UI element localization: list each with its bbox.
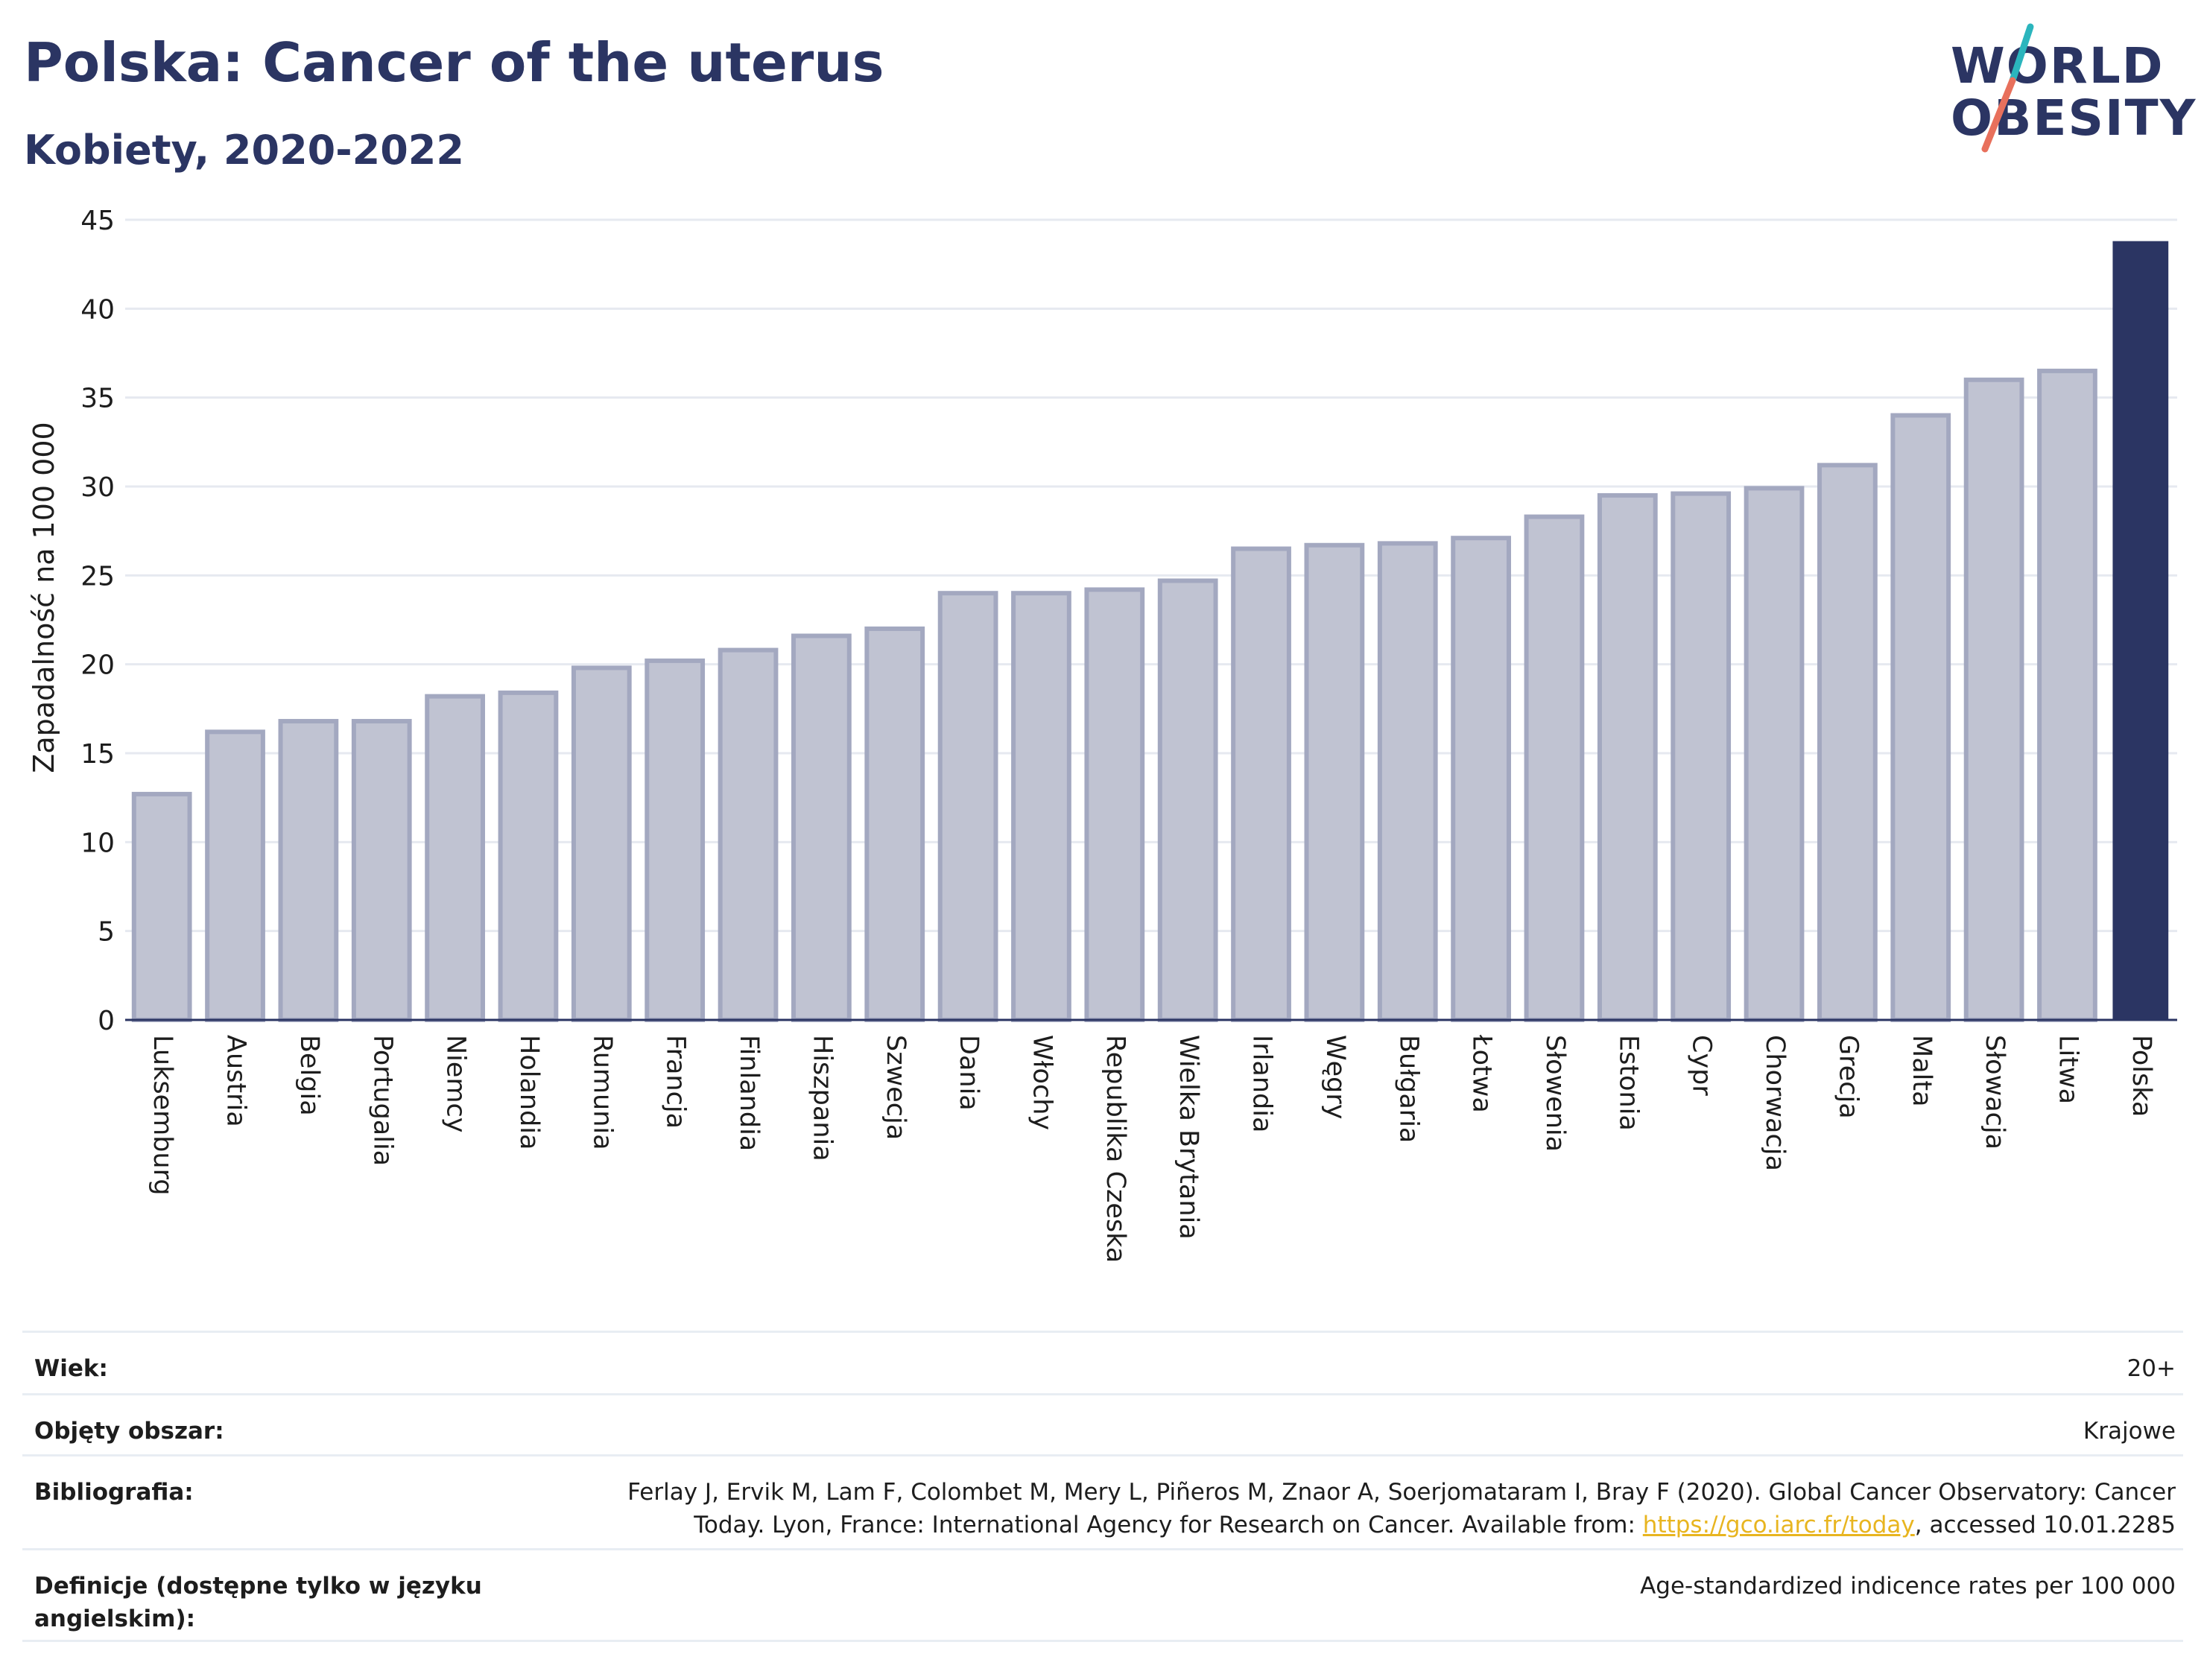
bar-wielka-brytania <box>1157 578 1218 1022</box>
y-tick-label: 5 <box>98 917 115 948</box>
info-label-area: Objęty obszar: <box>34 1418 224 1445</box>
x-tick-label: Słowenia <box>1540 1035 1570 1152</box>
x-tick-label: Malta <box>1907 1035 1937 1107</box>
x-tick-label: Chorwacja <box>1760 1035 1790 1171</box>
bar-szwecja <box>864 626 925 1022</box>
bar-belgia <box>278 719 339 1022</box>
bar-łotwa <box>1451 536 1511 1023</box>
bar-austria <box>205 729 265 1022</box>
x-tick-label: Portugalia <box>367 1035 397 1166</box>
bar-hiszpania <box>791 633 852 1022</box>
info-label-bibliography: Bibliografia: <box>34 1479 194 1506</box>
x-tick-label: Grecja <box>1833 1035 1863 1119</box>
bar-portugalia <box>351 719 412 1022</box>
bar-luksemburg <box>131 791 192 1022</box>
bar-rumunia <box>571 665 632 1022</box>
x-tick-label: Holandia <box>514 1035 544 1150</box>
x-tick-label: Finlandia <box>734 1035 764 1151</box>
chart-title: Polska: Cancer of the uterus <box>24 31 884 94</box>
x-tick-label: Litwa <box>2053 1035 2083 1104</box>
info-value-definitions: Age-standardized indicence rates per 100… <box>1640 1573 2176 1600</box>
info-value-bibliography: Ferlay J, Ervik M, Lam F, Colombet M, Me… <box>627 1476 2176 1541</box>
bar-republika-czeska <box>1084 587 1145 1022</box>
bar-bułgaria <box>1377 541 1438 1022</box>
bars <box>131 241 2169 1023</box>
info-label-definitions: Definicje (dostępne tylko w języku angie… <box>34 1573 482 1632</box>
bar-niemcy <box>425 694 485 1022</box>
bibliography-link[interactable]: https://gco.iarc.fr/today <box>1642 1512 1915 1538</box>
y-tick-label: 15 <box>80 739 115 770</box>
x-tick-label: Polska <box>2127 1035 2156 1117</box>
x-tick-label: Łotwa <box>1467 1034 1497 1113</box>
info-row-age: Wiek: 20+ <box>22 1331 2183 1393</box>
x-tick-label: Luksemburg <box>148 1035 177 1196</box>
x-tick-label: Cypr <box>1687 1035 1717 1096</box>
bar-chart: 0 5 10 15 20 25 30 35 40 45 Luksemburg Austria Belg… <box>28 206 2177 1263</box>
bar-grecja <box>1817 463 1878 1022</box>
y-tick-label: 40 <box>80 294 115 325</box>
info-row-definitions: Definicje (dostępne tylko w języku angie… <box>22 1548 2183 1642</box>
bibliography-line-2-suffix: , accessed 10.01.2285 <box>1914 1512 2176 1538</box>
y-tick-label: 10 <box>80 828 115 858</box>
bar-dania <box>937 591 998 1022</box>
world-obesity-logo: WORLD OBESITY <box>1937 21 2195 155</box>
y-axis-ticks: 0 5 10 15 20 25 30 35 40 45 <box>80 206 115 1036</box>
x-tick-label: Dania <box>954 1035 984 1111</box>
y-tick-label: 25 <box>80 561 115 592</box>
logo-line-1: WORLD <box>1951 37 2165 95</box>
x-axis-labels: Luksemburg Austria Belgia Portugalia Niemcy H… <box>148 1034 2156 1263</box>
bar-francja <box>645 658 706 1022</box>
info-value-age: 20+ <box>2127 1355 2176 1382</box>
y-axis-title: Zapadalność na 100 000 <box>28 422 60 773</box>
x-tick-label: Austria <box>221 1035 251 1127</box>
x-tick-label: Włochy <box>1027 1035 1057 1130</box>
bar-chorwacja <box>1744 486 1805 1022</box>
x-tick-label: Węgry <box>1320 1035 1350 1119</box>
bar-malta <box>1890 413 1951 1022</box>
x-tick-label: Rumunia <box>587 1035 617 1150</box>
y-tick-label: 45 <box>80 206 115 236</box>
bar-węgry <box>1304 542 1365 1022</box>
bar-słowenia <box>1524 514 1585 1023</box>
x-tick-label: Szwecja <box>881 1035 911 1140</box>
bar-polska <box>2112 241 2169 1020</box>
bar-finlandia <box>718 647 779 1022</box>
x-tick-label: Estonia <box>1613 1035 1643 1131</box>
x-tick-label: Republika Czeska <box>1101 1035 1130 1263</box>
bar-słowacja <box>1963 377 2024 1022</box>
info-row-bibliography: Bibliografia: Ferlay J, Ervik M, Lam F, … <box>22 1454 2183 1548</box>
chart-subtitle: Kobiety, 2020-2022 <box>24 127 464 174</box>
x-tick-label: Słowacja <box>1980 1035 2010 1150</box>
info-label-age: Wiek: <box>34 1355 108 1382</box>
bar-holandia <box>498 690 559 1022</box>
bibliography-line-1: Ferlay J, Ervik M, Lam F, Colombet M, Me… <box>627 1479 2176 1506</box>
bar-cypr <box>1671 491 1732 1022</box>
bar-irlandia <box>1231 546 1291 1022</box>
bar-estonia <box>1597 492 1658 1022</box>
bar-włochy <box>1011 591 1071 1022</box>
logo-slash-icon <box>1981 23 2034 153</box>
x-tick-label: Wielka Brytania <box>1174 1035 1203 1240</box>
y-tick-label: 20 <box>80 650 115 681</box>
y-tick-label: 35 <box>80 384 115 414</box>
bar-litwa <box>2037 368 2097 1023</box>
x-tick-label: Irlandia <box>1247 1035 1277 1132</box>
info-row-area: Objęty obszar: Krajowe <box>22 1393 2183 1454</box>
info-table: Wiek: 20+ Objęty obszar: Krajowe Bibliog… <box>22 1331 2183 1642</box>
x-tick-label: Hiszpania <box>807 1035 837 1161</box>
y-tick-label: 30 <box>80 472 115 503</box>
x-tick-label: Belgia <box>294 1035 324 1116</box>
x-tick-label: Francja <box>661 1035 691 1129</box>
y-tick-label: 0 <box>98 1006 115 1036</box>
x-tick-label: Niemcy <box>441 1035 471 1133</box>
bibliography-line-2-prefix: Today. Lyon, France: International Agenc… <box>694 1512 1643 1538</box>
info-value-area: Krajowe <box>2083 1418 2176 1445</box>
x-tick-label: Bułgaria <box>1393 1035 1423 1143</box>
